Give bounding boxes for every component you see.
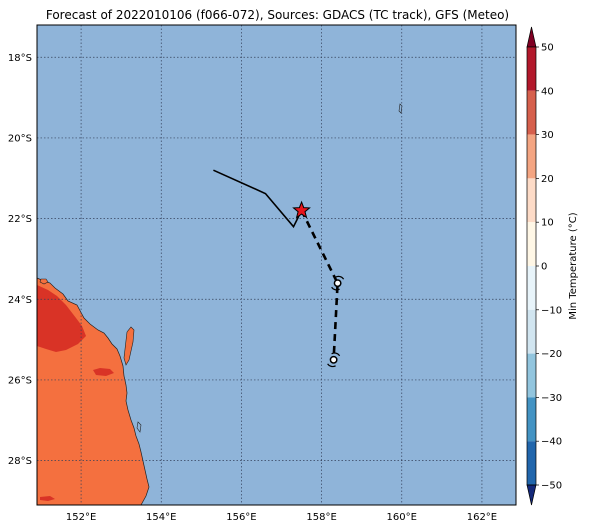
colorbar-segment bbox=[527, 397, 536, 442]
lon-tick-label: 154°E bbox=[146, 512, 176, 523]
colorbar-tick-label: −50 bbox=[541, 481, 562, 492]
map-frame bbox=[36, 24, 517, 506]
map-panel[interactable] bbox=[36, 24, 517, 506]
longitude-labels: 152°E 154°E 156°E 158°E 160°E 162°E bbox=[66, 512, 497, 523]
forecast-point-marker bbox=[333, 279, 342, 288]
colorbar-label: Min Temperature (°C) bbox=[568, 212, 579, 319]
colorbar-tick-label: 50 bbox=[541, 43, 554, 54]
colorbar-tick-label: −30 bbox=[541, 393, 562, 404]
lon-tick-label: 160°E bbox=[387, 512, 417, 523]
colorbar-segment bbox=[527, 222, 536, 266]
colorbar-segment bbox=[527, 309, 536, 354]
colorbar-segment bbox=[527, 353, 536, 398]
colorbar-tick-label: 40 bbox=[541, 86, 554, 97]
colorbar-tick-label: −40 bbox=[541, 437, 562, 448]
colorbar-segment bbox=[527, 134, 536, 179]
lat-tick-label: 18°S bbox=[8, 53, 32, 64]
lat-tick-label: 26°S bbox=[8, 375, 32, 386]
colorbar: 50 40 30 20 10 0 −10 −20 −30 −40 −50 bbox=[526, 26, 562, 506]
colorbar-extend-min bbox=[526, 484, 537, 506]
colorbar-segment bbox=[527, 178, 536, 223]
cyclone-symbol-arc bbox=[331, 286, 340, 291]
lat-tick-label: 28°S bbox=[8, 456, 32, 467]
current-position-star-icon bbox=[292, 200, 311, 219]
forecast-points bbox=[327, 275, 345, 368]
cyclone-symbol-arc bbox=[331, 352, 341, 357]
island-reef bbox=[398, 103, 403, 114]
land-warm-patch bbox=[93, 368, 114, 376]
map-gridlines bbox=[37, 25, 516, 505]
colorbar-tick-label: 30 bbox=[541, 130, 554, 141]
lon-tick-label: 162°E bbox=[467, 512, 497, 523]
track-past bbox=[213, 169, 303, 229]
colorbar-segment bbox=[527, 441, 536, 485]
map-title: Forecast of 2022010106 (f066-072), Sourc… bbox=[45, 8, 510, 22]
forecast-point-marker bbox=[329, 355, 338, 364]
lat-tick-label: 20°S bbox=[8, 133, 32, 144]
island-fraser bbox=[123, 326, 135, 366]
lat-tick-label: 22°S bbox=[8, 214, 32, 225]
lon-tick-label: 158°E bbox=[306, 512, 336, 523]
land-warm-coast bbox=[40, 496, 55, 501]
cyclone-symbol-arc bbox=[327, 363, 336, 368]
colorbar-tick-label: −10 bbox=[541, 305, 562, 316]
colorbar-segment bbox=[527, 266, 536, 310]
colorbar-segment bbox=[527, 47, 536, 91]
colorbar-tick-label: 0 bbox=[541, 262, 547, 273]
lon-tick-label: 156°E bbox=[226, 512, 256, 523]
colorbar-segment bbox=[527, 90, 536, 135]
colorbar-extend-max bbox=[526, 26, 537, 48]
island-small bbox=[136, 421, 142, 433]
cyclone-symbol-arc bbox=[335, 275, 345, 280]
land-warm-region bbox=[37, 285, 86, 352]
colorbar-tick-label: −20 bbox=[541, 349, 562, 360]
track-forecast bbox=[300, 209, 339, 360]
lon-tick-label: 152°E bbox=[66, 512, 96, 523]
colorbar-tick-label: 10 bbox=[541, 218, 554, 229]
colorbar-tick-label: 20 bbox=[541, 174, 554, 185]
island-north bbox=[39, 278, 49, 285]
lat-tick-label: 24°S bbox=[8, 295, 32, 306]
latitude-labels: 18°S 20°S 22°S 24°S 26°S 28°S bbox=[8, 53, 32, 467]
